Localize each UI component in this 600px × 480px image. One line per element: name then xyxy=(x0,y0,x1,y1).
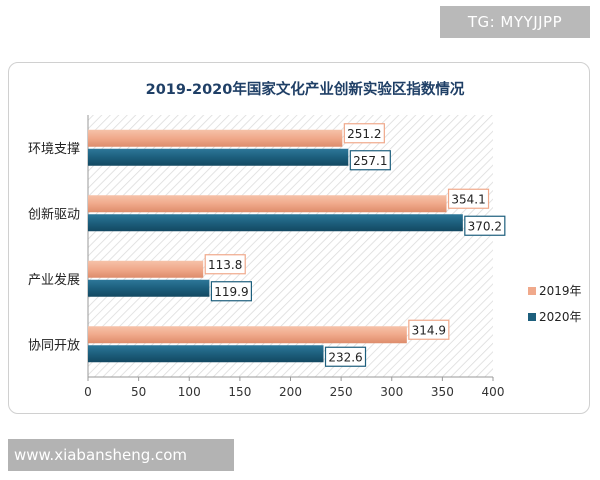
legend-label: 2019年 xyxy=(539,284,582,298)
data-label: 314.9 xyxy=(412,323,446,337)
data-label-box xyxy=(408,319,450,340)
data-label-box xyxy=(324,346,367,367)
bars xyxy=(88,129,463,363)
chart: 2019-2020年国家文化产业创新实验区指数情况 0 50 100 150 200 25… xyxy=(28,80,582,399)
x-tick-label: 350 xyxy=(431,385,454,399)
category-label: 协同开放 xyxy=(28,338,80,353)
legend-swatch xyxy=(528,313,536,321)
chart-title: 2019-2020年国家文化产业创新实验区指数情况 xyxy=(146,80,465,98)
data-label: 257.1 xyxy=(353,154,387,168)
x-tick-label: 150 xyxy=(228,385,251,399)
bar-series-2020 xyxy=(88,148,349,166)
category-label: 产业发展 xyxy=(28,272,80,288)
bar-series-2019 xyxy=(88,260,204,278)
watermark-top: TG: MYYJJPP xyxy=(440,6,590,38)
bar-series-2019 xyxy=(88,195,447,213)
bar-series-2020 xyxy=(88,279,210,297)
x-tick-label: 50 xyxy=(131,385,146,399)
x-tick-label: 400 xyxy=(482,385,505,399)
x-tick-label: 0 xyxy=(84,385,92,399)
legend-swatch xyxy=(528,287,536,295)
data-label: 354.1 xyxy=(451,192,485,206)
category-label: 环境支撑 xyxy=(28,142,80,157)
data-label-box xyxy=(447,188,490,209)
data-labels: 251.2 257.1 354.1 370.2 113.8 119.9 314.9 232.6 xyxy=(204,123,506,367)
x-tick-label: 200 xyxy=(279,385,302,399)
bar-series-2019 xyxy=(88,326,407,344)
x-tick-label: 100 xyxy=(178,385,201,399)
data-label: 119.9 xyxy=(214,285,248,299)
x-tick-label: 300 xyxy=(380,385,403,399)
watermark-bottom: www.xiabansheng.com xyxy=(8,439,234,471)
legend: 2019年 2020年 xyxy=(528,284,582,324)
bar-series-2020 xyxy=(88,214,463,232)
data-label: 370.2 xyxy=(468,219,502,233)
category-label: 创新驱动 xyxy=(28,206,80,222)
data-label-box xyxy=(210,281,252,302)
chart-frame: 2019-2020年国家文化产业创新实验区指数情况 0 50 100 150 200 25… xyxy=(8,62,590,414)
data-label-box xyxy=(343,123,385,144)
data-label-box xyxy=(349,150,391,171)
data-label: 113.8 xyxy=(208,258,242,272)
data-label-box xyxy=(464,215,506,236)
legend-label: 2020年 xyxy=(539,310,582,324)
data-label: 251.2 xyxy=(347,127,381,141)
data-label: 232.6 xyxy=(328,350,362,364)
x-tick-label: 250 xyxy=(330,385,353,399)
bar-series-2020 xyxy=(88,345,324,363)
bar-series-2019 xyxy=(88,129,343,147)
data-label-box xyxy=(204,254,246,275)
x-axis: 0 50 100 150 200 250 300 350 400 xyxy=(84,115,504,399)
